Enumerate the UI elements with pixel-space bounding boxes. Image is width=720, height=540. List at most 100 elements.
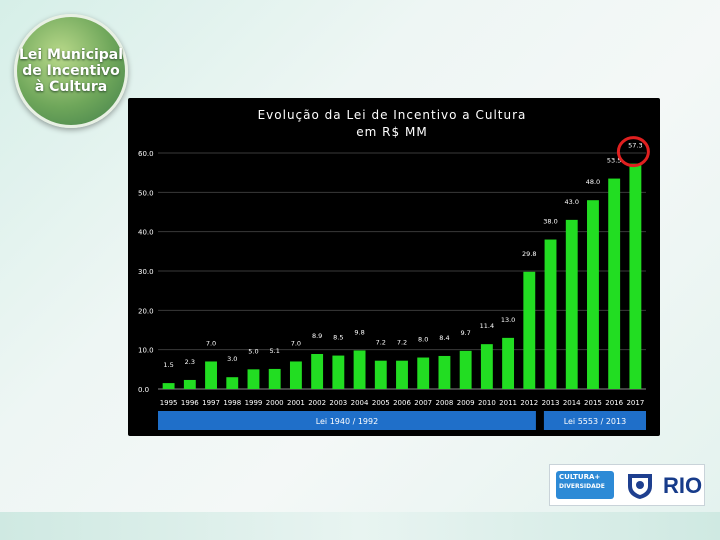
- bar-2010: [480, 344, 493, 389]
- data-label: 7.0: [291, 339, 301, 347]
- data-label: 5.1: [270, 347, 280, 355]
- chart-panel: Evolução da Lei de Incentivo a Cultura e…: [128, 98, 660, 436]
- x-tick-label: 2017: [626, 399, 644, 407]
- data-label: 48.0: [586, 178, 600, 186]
- rio-label: RIO: [663, 473, 703, 498]
- bar-2015: [587, 200, 599, 389]
- data-label: 8.9: [312, 332, 322, 340]
- y-tick-label: 30.0: [138, 268, 154, 276]
- bar-2000: [268, 368, 281, 389]
- x-tick-label: 2010: [478, 399, 496, 407]
- logo-line-3: à Cultura: [34, 79, 108, 95]
- data-label: 8.5: [333, 334, 343, 342]
- x-tick-label: 2004: [351, 399, 369, 407]
- x-tick-label: 1995: [160, 399, 178, 407]
- lei-incentivo-logo: Lei Municipal de Incentivo à Cultura: [14, 14, 128, 128]
- x-tick-label: 2014: [563, 399, 581, 407]
- data-label: 53.5: [607, 157, 621, 165]
- data-label: 7.2: [376, 339, 386, 347]
- cultura-rio-logo: CULTURA+ DIVERSIDADE RIO: [549, 464, 705, 506]
- data-label: 29.8: [522, 250, 536, 258]
- x-tick-label: 2011: [499, 399, 517, 407]
- bar-2003: [332, 355, 345, 389]
- x-tick-label: 2006: [393, 399, 411, 407]
- period-band: [158, 411, 536, 430]
- x-axis-ticks: 1995 1996 1997 1998 1999 2000 2001 2002 2003 2004…: [160, 399, 645, 407]
- x-tick-label: 2005: [372, 399, 390, 407]
- data-label: 43.0: [564, 198, 578, 206]
- cultura-sub: DIVERSIDADE: [559, 483, 605, 490]
- bar-1998: [226, 377, 239, 389]
- x-tick-label: 2016: [605, 399, 623, 407]
- y-tick-label: 10.0: [138, 347, 154, 355]
- bar-2014: [565, 219, 578, 389]
- period-band: [543, 411, 646, 430]
- y-tick-label: 20.0: [138, 307, 154, 315]
- bar-1996: [183, 379, 196, 389]
- data-label: 8.0: [418, 336, 428, 344]
- x-tick-label: 2008: [436, 399, 454, 407]
- data-label: 7.2: [397, 339, 407, 347]
- logo-line-2: de Incentivo: [22, 63, 120, 79]
- data-label: 9.8: [354, 328, 364, 336]
- gridlines: [158, 152, 646, 390]
- x-tick-label: 1997: [202, 399, 220, 407]
- data-label: 8.4: [439, 334, 449, 342]
- cultura-badge: CULTURA+ DIVERSIDADE: [556, 471, 614, 499]
- data-label: 57.3: [628, 142, 642, 150]
- x-tick-label: 2012: [520, 399, 538, 407]
- x-tick-label: 2001: [287, 399, 305, 407]
- period-label: Lei 5553 / 2013: [564, 417, 627, 426]
- bar-2012: [523, 271, 536, 389]
- bar-2002: [311, 353, 324, 389]
- data-label: 5.0: [248, 347, 258, 355]
- x-tick-label: 1999: [245, 399, 263, 407]
- bar-2016: [608, 178, 621, 389]
- bar-chart: Evolução da Lei de Incentivo a Cultura e…: [138, 108, 650, 430]
- chart-title-line-2: em R$ MM: [356, 125, 427, 139]
- bottom-band: [0, 512, 720, 540]
- bar-2006: [396, 360, 408, 389]
- bar-2007: [417, 357, 430, 389]
- bar-2008: [438, 355, 451, 389]
- bar-2001: [289, 361, 302, 389]
- data-label: 9.7: [460, 329, 470, 337]
- bar-2004: [353, 350, 366, 389]
- chart-title-line-1: Evolução da Lei de Incentivo a Cultura: [258, 108, 527, 122]
- bar-2005: [374, 360, 387, 389]
- data-labels: 1.5 2.3 7.0 3.0 5.0 5.1 7.0 8.9 8.5 9.8 7.2 7.2 8.0 8…: [163, 142, 642, 369]
- data-label: 1.5: [163, 361, 173, 369]
- data-label: 2.3: [185, 358, 195, 366]
- y-axis-ticks: 0.0 10.0 20.0 30.0 40.0 50.0 60.0: [138, 150, 154, 394]
- cultura-label: CULTURA+: [559, 473, 601, 481]
- highlight-circle: [616, 136, 650, 168]
- x-tick-label: 2009: [457, 399, 475, 407]
- logo-line-1: Lei Municipal: [18, 47, 124, 63]
- bar-2017: [629, 163, 642, 389]
- x-tick-label: 1998: [223, 399, 241, 407]
- bar-1999: [247, 369, 260, 389]
- data-label: 13.0: [501, 316, 515, 324]
- data-label: 38.0: [543, 218, 557, 226]
- data-label: 7.0: [206, 339, 216, 347]
- y-tick-label: 40.0: [138, 229, 154, 237]
- x-tick-label: 1996: [181, 399, 199, 407]
- x-tick-label: 2015: [584, 399, 602, 407]
- bar-1997: [205, 361, 217, 389]
- data-label: 11.4: [480, 322, 494, 330]
- bars: [162, 163, 642, 389]
- rio-crest-icon: [628, 474, 652, 499]
- bar-2011: [502, 337, 515, 389]
- y-tick-label: 50.0: [138, 189, 154, 197]
- bar-2009: [459, 350, 472, 389]
- y-tick-label: 60.0: [138, 150, 154, 158]
- x-tick-label: 2007: [414, 399, 432, 407]
- x-tick-label: 2003: [329, 399, 347, 407]
- x-tick-label: 2013: [542, 399, 560, 407]
- period-label: Lei 1940 / 1992: [316, 417, 379, 426]
- x-tick-label: 2000: [266, 399, 284, 407]
- data-label: 3.0: [227, 355, 237, 363]
- y-tick-label: 0.0: [138, 386, 149, 394]
- period-bands: Lei 1940 / 1992 Lei 5553 / 2013: [158, 411, 646, 430]
- bar-2013: [544, 239, 557, 389]
